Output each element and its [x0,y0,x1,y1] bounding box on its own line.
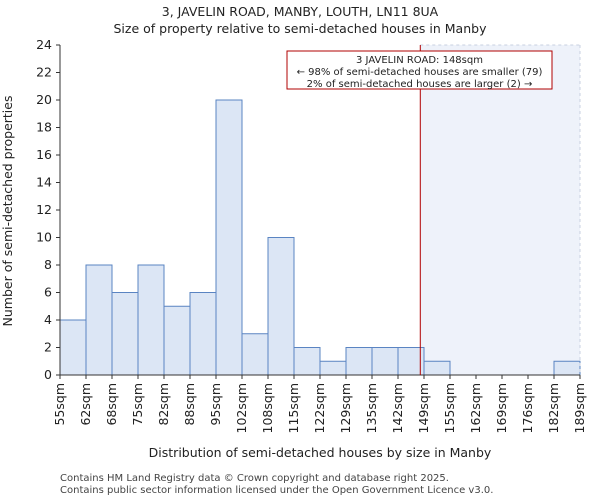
x-tick-label: 129sqm [338,383,353,433]
x-axis-label: Distribution of semi-detached houses by … [149,445,492,460]
footer-licence: Contains public sector information licen… [60,485,494,496]
histogram-bar [319,360,347,376]
y-tick-label: 16 [36,147,52,162]
histogram-bar [345,347,373,376]
x-tick-label: 135sqm [364,383,379,433]
x-tick-label: 82sqm [156,383,171,426]
x-tick-label: 62sqm [78,383,93,426]
x-tick-label: 68sqm [104,383,119,426]
histogram-bar [553,360,581,376]
y-tick-label: 4 [44,312,52,327]
x-tick-label: 115sqm [286,383,301,433]
histogram-bar [267,237,295,376]
x-tick-label: 55sqm [52,383,67,426]
histogram-bar [293,347,321,376]
larger-region-highlight [420,45,580,375]
y-tick-label: 8 [44,257,52,272]
chart-title: 3, JAVELIN ROAD, MANBY, LOUTH, LN11 8UA [161,4,439,19]
annotation-smaller: ← 98% of semi-detached houses are smalle… [297,67,543,78]
histogram-bar [423,360,451,376]
x-tick-label: 122sqm [312,383,327,433]
histogram-bar [59,319,87,376]
x-tick-label: 182sqm [546,383,561,433]
histogram-bar [111,292,139,376]
y-tick-label: 0 [44,367,52,382]
x-tick-label: 108sqm [260,383,275,433]
x-tick-label: 149sqm [416,383,431,433]
y-tick-label: 22 [36,65,52,80]
y-tick-label: 20 [36,92,52,107]
x-tick-label: 162sqm [468,383,483,433]
y-tick-label: 14 [36,175,52,190]
histogram-bar [371,347,399,376]
x-tick-label: 75sqm [130,383,145,426]
annotation-box [286,50,553,90]
y-tick-label: 2 [44,340,52,355]
x-tick-label: 102sqm [234,383,249,433]
histogram-bar [137,264,165,376]
x-tick-label: 176sqm [520,383,535,433]
x-tick-label: 95sqm [208,383,223,426]
annotation-title: 3 JAVELIN ROAD: 148sqm [356,55,483,66]
y-tick-label: 12 [36,202,52,217]
x-tick-label: 169sqm [494,383,509,433]
x-tick-label: 88sqm [182,383,197,426]
chart-subtitle: Size of property relative to semi-detach… [113,21,487,36]
histogram-bar [397,347,425,376]
y-axis-label: Number of semi-detached properties [0,96,15,327]
histogram-bar [85,264,113,376]
x-tick-label: 142sqm [390,383,405,433]
y-tick-label: 18 [36,120,52,135]
histogram-bar [163,305,191,376]
y-tick-label: 24 [36,37,52,52]
x-tick-label: 189sqm [572,383,587,433]
histogram-bar [189,292,217,376]
histogram-bar [241,333,269,376]
annotation-larger: 2% of semi-detached houses are larger (2… [307,79,533,90]
footer-copyright: Contains HM Land Registry data © Crown c… [60,473,449,484]
y-tick-label: 6 [44,285,52,300]
histogram-bar [215,99,243,376]
y-tick-label: 10 [36,230,52,245]
x-tick-label: 155sqm [442,383,457,433]
